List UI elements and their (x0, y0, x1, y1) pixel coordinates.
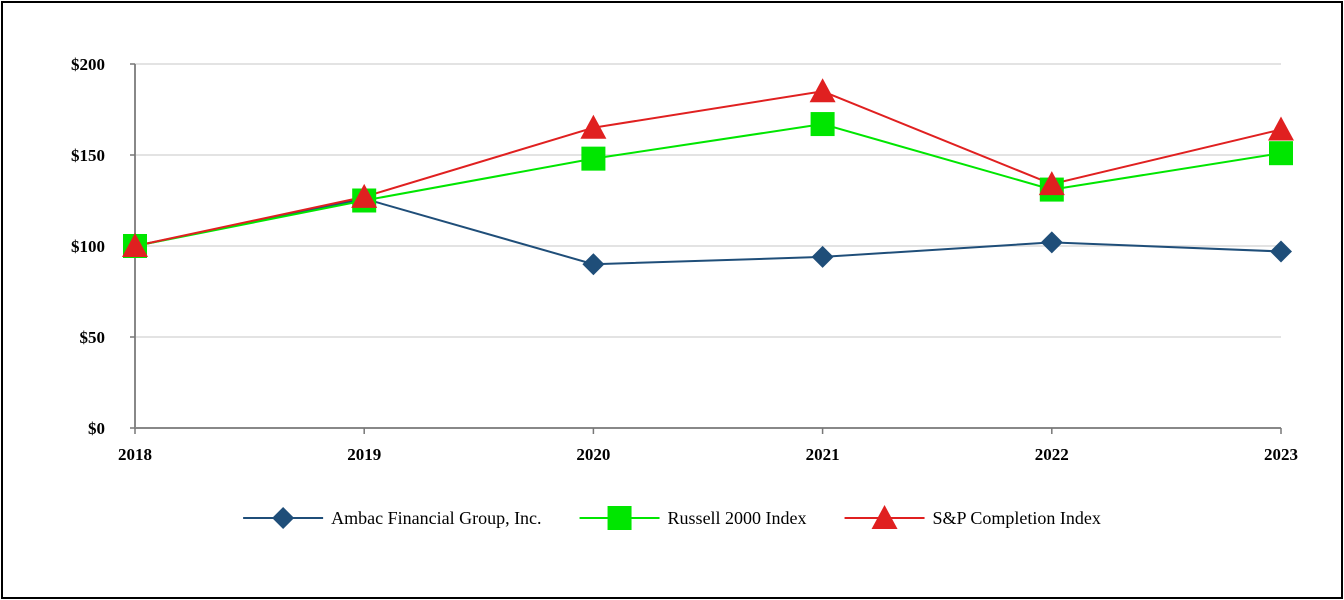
s-p-completion-index-point (122, 233, 148, 257)
legend-label-s-p-completion-index: S&P Completion Index (933, 508, 1101, 528)
y-tick-label: $100 (71, 237, 105, 256)
x-tick-label: 2019 (347, 445, 381, 464)
line-chart: $0$50$100$150$200 2018 2019 2020 2021 2022 20… (71, 55, 1298, 530)
legend-label-russell-2000-index: Russell 2000 Index (668, 508, 807, 528)
legend-marker-russell-2000-index (607, 506, 632, 530)
x-axis-ticks: 2018 2019 2020 2021 2022 2023 (118, 428, 1298, 464)
s-p-completion-index-point (1268, 116, 1294, 141)
s-p-completion-index-point (1038, 171, 1065, 196)
x-tick-label: 2021 (806, 445, 840, 464)
ambac-financial-group-inc-line (134, 197, 1282, 266)
s-p-completion-index-point (809, 78, 836, 103)
legend: Ambac Financial Group, Inc. Russell 2000 … (243, 505, 1101, 530)
series-lines (134, 90, 1282, 266)
russell-2000-index-point (810, 112, 835, 137)
y-axis-ticks: $0 $50 $100 $150 $200 (71, 55, 135, 438)
ambac-financial-group-inc-point (582, 253, 605, 276)
x-tick-label: 2020 (576, 445, 610, 464)
ambac-financial-group-inc-point (1040, 231, 1063, 254)
russell-2000-index-point (1269, 141, 1293, 166)
russell-2000-index-point (581, 146, 606, 171)
ambac-financial-group-inc-point (811, 245, 834, 268)
y-tick-label: $50 (80, 328, 106, 347)
x-tick-label: 2018 (118, 445, 152, 464)
legend-label-ambac-financial-group-inc: Ambac Financial Group, Inc. (331, 508, 541, 528)
gridlines (135, 63, 1281, 338)
y-tick-label: $150 (71, 146, 105, 165)
s-p-completion-index-point (580, 114, 607, 139)
legend-marker-ambac-financial-group-inc (272, 507, 295, 529)
x-tick-label: 2023 (1264, 445, 1298, 464)
russell-2000-index-line (134, 123, 1282, 247)
y-tick-label: $200 (71, 55, 105, 74)
x-tick-label: 2022 (1035, 445, 1069, 464)
legend-marker-s-p-completion-index (871, 505, 898, 529)
ambac-financial-group-inc-point (1270, 240, 1292, 263)
y-tick-label: $0 (88, 419, 105, 438)
s-p-completion-index-line (134, 90, 1282, 247)
series-markers (122, 78, 1294, 276)
s-p-completion-index-point (351, 183, 378, 208)
